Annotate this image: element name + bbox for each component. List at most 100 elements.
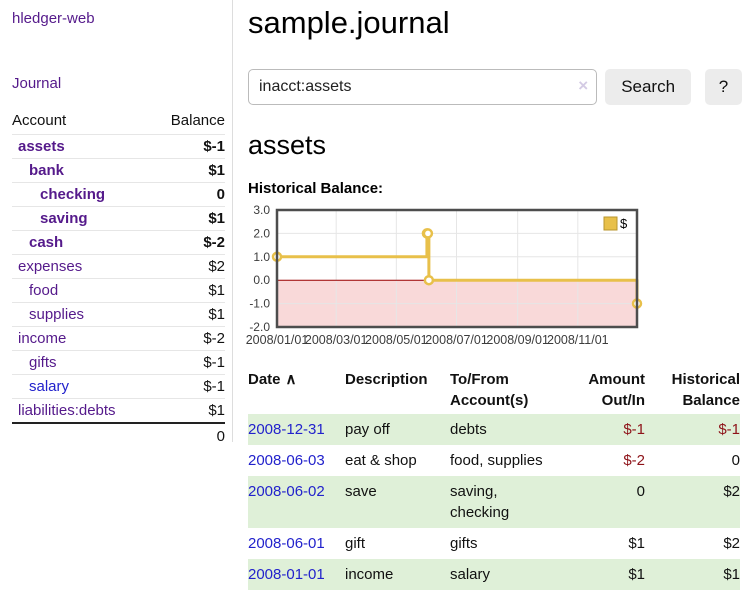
account-balance: $1 [151, 278, 225, 303]
transaction-description: save [345, 483, 377, 500]
search-input[interactable] [248, 69, 598, 105]
transactions-table-body: 2008-12-31 pay off debts $-1 $-1 2008-06-03 ea… [248, 414, 740, 590]
transaction-description: pay off [345, 421, 390, 438]
account-link-gifts[interactable]: gifts [29, 354, 57, 371]
transaction-amount: $-2 [623, 452, 645, 469]
help-button[interactable]: ? [705, 69, 742, 105]
transaction-accounts: salary [450, 566, 491, 583]
sort-by-date-header[interactable]: Date ∧ [248, 371, 297, 388]
svg-text:2008/07/01: 2008/07/01 [425, 333, 488, 347]
transaction-description: income [345, 566, 394, 583]
account-link-food[interactable]: food [29, 282, 59, 299]
account-link-bank[interactable]: bank [29, 162, 65, 179]
account-link-income[interactable]: income [18, 330, 67, 347]
svg-text:0.0: 0.0 [253, 273, 270, 287]
amount-header: Amount Out/In [588, 371, 645, 409]
transaction-balance: $-1 [718, 421, 740, 438]
transaction-date-link[interactable]: 2008-06-02 [248, 483, 325, 500]
account-row: supplies $1 [12, 302, 225, 327]
account-link-expenses[interactable]: expenses [18, 258, 83, 275]
transaction-accounts: debts [450, 421, 487, 438]
transaction-balance: $1 [723, 566, 740, 583]
accounts-header-balance: Balance [170, 112, 225, 129]
transaction-balance: $2 [723, 535, 740, 552]
transaction-accounts: food, supplies [450, 452, 543, 469]
page-title: sample.journal [248, 5, 450, 40]
transaction-date-link[interactable]: 2008-06-03 [248, 452, 325, 469]
svg-text:2008/11/01: 2008/11/01 [547, 333, 609, 347]
app-title-link[interactable]: hledger-web [12, 10, 95, 27]
account-row: expenses $2 [12, 254, 225, 279]
account-balance: $-1 [151, 134, 225, 159]
account-link-saving[interactable]: saving [40, 210, 88, 227]
svg-text:2008/05/01: 2008/05/01 [365, 333, 428, 347]
transaction-amount: $1 [628, 566, 645, 583]
account-row: food $1 [12, 278, 225, 303]
clear-search-icon[interactable]: × [578, 76, 589, 95]
transaction-date-link[interactable]: 2008-06-01 [248, 535, 325, 552]
transaction-balance: 0 [731, 452, 740, 469]
account-link-assets[interactable]: assets [18, 138, 65, 155]
svg-text:2.0: 2.0 [253, 226, 270, 240]
svg-text:-1.0: -1.0 [249, 297, 270, 311]
account-row: assets $-1 [12, 134, 225, 159]
account-balance: $1 [151, 302, 225, 327]
transaction-date-link[interactable]: 2008-01-01 [248, 566, 325, 583]
description-header: Description [345, 371, 428, 388]
account-link-cash[interactable]: cash [29, 234, 64, 251]
transaction-amount: $-1 [623, 421, 645, 438]
account-row: cash $-2 [12, 230, 225, 255]
account-row: checking 0 [12, 182, 225, 207]
account-row: salary $-1 [12, 374, 225, 399]
accounts-total-row: 0 [12, 422, 225, 449]
svg-text:2008/01/01: 2008/01/01 [246, 333, 309, 347]
svg-text:3.0: 3.0 [253, 203, 270, 217]
accounts-table: Account Balance assets $-1 bank $1 checking 0… [12, 108, 225, 449]
search-bar: × Search ? [248, 69, 742, 105]
transaction-accounts: gifts [450, 535, 478, 552]
svg-text:2008/03/01: 2008/03/01 [305, 333, 368, 347]
account-heading: assets [248, 130, 327, 160]
account-row: bank $1 [12, 158, 225, 183]
account-row: liabilities:debts $1 [12, 398, 225, 423]
search-button[interactable]: Search [605, 69, 692, 105]
tofrom-header: To/From Account(s) [450, 371, 529, 409]
account-balance: $2 [151, 254, 225, 279]
svg-text:1.0: 1.0 [253, 250, 270, 264]
account-balance: $-1 [151, 350, 225, 375]
accounts-header-account: Account [12, 112, 67, 129]
account-link-liabilities-debts[interactable]: liabilities:debts [18, 402, 116, 419]
transaction-accounts: saving, checking [450, 483, 510, 521]
transaction-row: 2008-01-01 income salary $1 $1 [248, 559, 740, 590]
transaction-amount: $1 [628, 535, 645, 552]
accounts-total-value: 0 [12, 422, 225, 449]
transaction-description: eat & shop [345, 452, 417, 469]
account-row: gifts $-1 [12, 350, 225, 375]
sort-ascending-icon: ∧ [285, 371, 297, 388]
sidebar-item-journal[interactable]: Journal [12, 75, 62, 92]
transaction-row: 2008-06-01 gift gifts $1 $2 [248, 528, 740, 559]
account-balance: $1 [151, 206, 225, 231]
account-link-supplies[interactable]: supplies [29, 306, 85, 323]
transaction-description: gift [345, 535, 366, 552]
sidebar: hledger-web Journal Account Balance asse… [0, 0, 233, 449]
account-balance: $-2 [151, 230, 225, 255]
account-balance: $1 [151, 398, 225, 423]
account-link-checking[interactable]: checking [40, 186, 106, 203]
accounts-table-body: assets $-1 bank $1 checking 0 saving $1 cash $-2 e… [12, 134, 225, 449]
svg-text:-2.0: -2.0 [249, 320, 270, 334]
balance-header: Historical Balance [671, 371, 740, 409]
svg-text:2008/09/01: 2008/09/01 [486, 333, 549, 347]
chart-heading: Historical Balance: [248, 180, 384, 197]
chart-legend-label: $ [620, 216, 628, 231]
transaction-amount: 0 [636, 483, 645, 500]
transactions-table: Date ∧ Description To/From Account(s) Amo… [248, 366, 740, 590]
transaction-balance: $2 [723, 483, 740, 500]
account-link-salary[interactable]: salary [29, 378, 70, 395]
main-content: sample.journal × Search ? assets Histori… [246, 0, 742, 590]
transaction-row: 2008-06-03 eat & shop food, supplies $-2 0 [248, 445, 740, 476]
transaction-date-link[interactable]: 2008-12-31 [248, 421, 325, 438]
account-row: income $-2 [12, 326, 225, 351]
account-row: saving $1 [12, 206, 225, 231]
account-balance: $-1 [151, 374, 225, 399]
